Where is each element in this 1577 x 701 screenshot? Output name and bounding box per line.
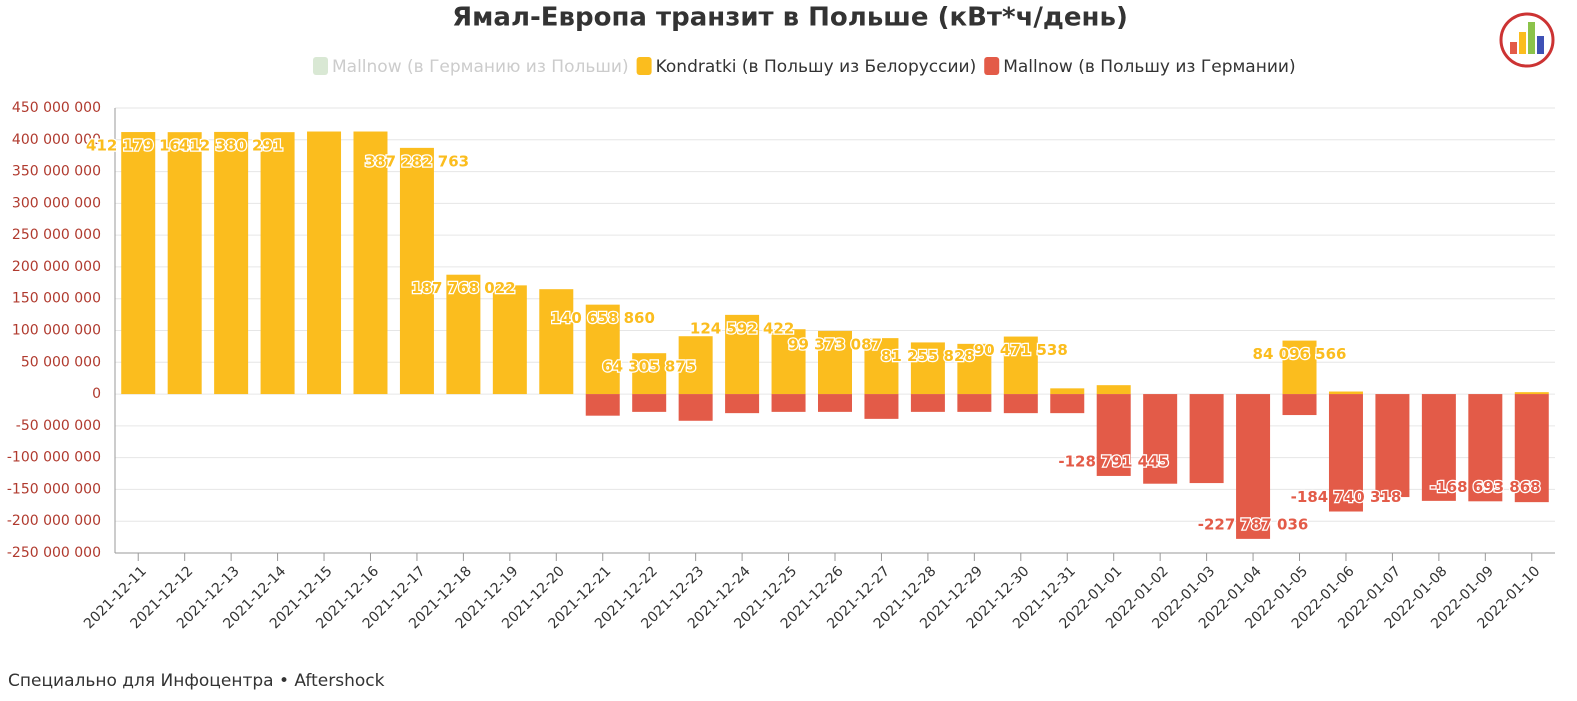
y-tick-label: 150 000 000: [12, 291, 101, 307]
bar: [121, 132, 156, 395]
bar: [910, 394, 945, 412]
bar: [167, 132, 202, 395]
chart-title: Ямал-Европа транзит в Польше (кВт*ч/день…: [452, 3, 1128, 33]
y-tick-label: 200 000 000: [12, 259, 101, 275]
bar: [1328, 394, 1363, 512]
bar: [1003, 394, 1038, 414]
bar: [725, 314, 760, 395]
data-label: 412 179 160: [86, 137, 190, 155]
data-label: 81 255 828: [881, 347, 975, 365]
y-tick-label: 450 000 000: [12, 100, 101, 116]
bar: [864, 394, 899, 419]
bar: [1096, 394, 1131, 476]
legend-item[interactable]: Mallnow (в Германию из Польши): [313, 57, 629, 77]
legend-item[interactable]: Mallnow (в Польшу из Германии): [984, 57, 1296, 77]
bar: [1050, 388, 1085, 395]
data-label: 412 380 291: [179, 136, 283, 154]
bar: [1514, 392, 1549, 395]
y-tick-label: -50 000 000: [16, 418, 101, 434]
data-label: 187 768 022: [411, 279, 515, 297]
legend-item[interactable]: Kondratki (в Польшу из Белоруссии): [636, 57, 977, 77]
bar: [353, 131, 388, 395]
data-label: 90 471 538: [974, 341, 1068, 359]
bar: [1143, 394, 1178, 484]
bar: [957, 343, 992, 395]
bar: [957, 394, 992, 412]
data-label: 64 305 875: [602, 358, 696, 376]
bar: [771, 394, 806, 412]
bar: [1003, 336, 1038, 395]
bar: [260, 132, 295, 395]
bar: [1282, 340, 1317, 395]
y-tick-label: -100 000 000: [7, 450, 101, 466]
bar: [307, 131, 342, 395]
y-tick-label: 250 000 000: [12, 227, 101, 243]
bar: [632, 353, 667, 395]
legend-label: Mallnow (в Польшу из Германии): [1003, 57, 1295, 77]
y-tick-label: -150 000 000: [7, 481, 101, 497]
y-tick-label: 50 000 000: [21, 354, 101, 370]
bar: [864, 338, 899, 395]
logo: [1499, 12, 1555, 68]
bar: [446, 274, 481, 395]
legend-label: Mallnow (в Германию из Польши): [332, 57, 629, 77]
bar: [492, 285, 527, 395]
legend-swatch: [984, 57, 1000, 75]
bar: [725, 394, 760, 414]
bar: [771, 329, 806, 395]
y-tick-label: 0: [92, 386, 101, 402]
bar: [1375, 394, 1410, 498]
bar: [1189, 394, 1224, 484]
data-label: 140 658 860: [551, 309, 655, 327]
bar: [1236, 394, 1271, 539]
data-label: -128 791 445: [1058, 452, 1169, 470]
legend-label: Kondratki (в Польшу из Белоруссии): [656, 57, 977, 77]
bar: [1096, 385, 1131, 395]
y-tick-label: -250 000 000: [7, 545, 101, 561]
legend-swatch: [636, 57, 652, 75]
data-label: -227 787 036: [1198, 515, 1309, 533]
bar: [1468, 394, 1503, 502]
bar: [585, 394, 620, 416]
bar: [632, 394, 667, 412]
bar: [678, 336, 713, 395]
bar: [1421, 394, 1456, 501]
footer: Специально для Инфоцентра • Aftershock: [8, 671, 385, 691]
data-label: 84 096 566: [1253, 345, 1347, 363]
bar: [1282, 394, 1317, 416]
data-label: 124 592 422: [690, 319, 794, 337]
bar: [818, 330, 852, 395]
data-label: -168 693 868: [1430, 478, 1541, 496]
bar: [1514, 394, 1549, 503]
y-tick-label: 300 000 000: [12, 195, 101, 211]
bar: [539, 289, 574, 395]
y-tick-label: 100 000 000: [12, 323, 101, 339]
bar: [1328, 391, 1363, 395]
bar: [399, 147, 434, 395]
y-tick-label: 400 000 000: [12, 132, 101, 148]
bar: [818, 394, 852, 412]
data-label: 387 282 763: [365, 152, 469, 170]
y-tick-label: 350 000 000: [12, 164, 101, 180]
data-label: 99 373 087: [788, 335, 882, 353]
legend-swatch: [313, 57, 328, 75]
bar: [585, 304, 620, 395]
bar: [678, 394, 713, 421]
bar: [214, 131, 249, 395]
bar: [1050, 394, 1085, 414]
data-label: -184 740 318: [1291, 488, 1402, 506]
bar: [910, 342, 945, 395]
y-tick-label: -200 000 000: [7, 513, 101, 529]
